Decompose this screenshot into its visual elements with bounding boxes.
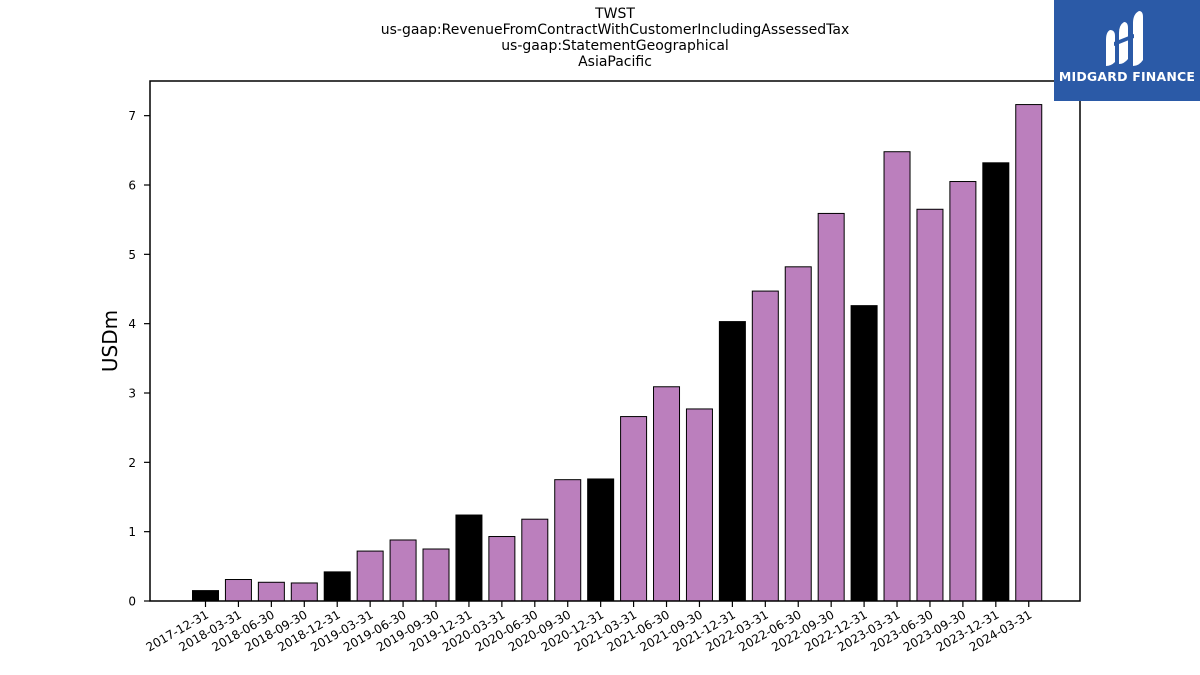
bar-2021-12-31 — [718, 321, 746, 602]
bar-2023-12-31 — [982, 162, 1010, 602]
bar-2022-06-30 — [784, 266, 812, 602]
bar-2020-06-30 — [521, 518, 549, 602]
bar-2019-09-30 — [422, 548, 450, 602]
bar-2019-06-30 — [389, 539, 417, 602]
bar-2023-03-31 — [883, 151, 911, 602]
bar-2023-06-30 — [916, 208, 944, 602]
bars-group — [192, 104, 1043, 602]
bar-2024-03-31 — [1015, 104, 1043, 602]
brand-logo: MIDGARD FINANCE — [1054, 0, 1200, 101]
bar-2021-03-31 — [620, 416, 648, 602]
bar-2018-09-30 — [290, 582, 318, 602]
bar-2021-06-30 — [653, 386, 681, 602]
y-tick-label: 7 — [128, 109, 136, 123]
bar-2019-12-31 — [455, 514, 483, 602]
bar-2018-06-30 — [257, 581, 285, 602]
logo-text: MIDGARD FINANCE — [1058, 69, 1196, 84]
bar-2020-03-31 — [488, 536, 516, 602]
x-axis: 2017-12-312018-03-312018-06-302018-09-30… — [144, 601, 1034, 654]
y-axis: 0 1 2 3 4 5 6 7 — [128, 109, 150, 609]
bar-2020-09-30 — [554, 479, 582, 602]
y-axis-label: USDm — [98, 310, 122, 372]
chart-title-concept: us-gaap:RevenueFromContractWithCustomerI… — [380, 22, 850, 38]
bar-2020-12-31 — [587, 478, 615, 602]
y-tick-label: 6 — [128, 179, 136, 193]
bar-2018-12-31 — [323, 571, 351, 602]
logo-mark-icon — [1106, 11, 1143, 66]
chart-title-axis: us-gaap:StatementGeographical — [501, 38, 729, 54]
y-tick-label: 2 — [128, 456, 136, 470]
bar-2018-03-31 — [224, 579, 252, 602]
y-tick-label: 3 — [128, 387, 136, 401]
bar-2019-03-31 — [356, 550, 384, 602]
bar-2022-09-30 — [817, 212, 845, 602]
y-tick-label: 4 — [128, 317, 136, 331]
bar-2022-12-31 — [850, 305, 878, 602]
chart-title-ticker: TWST — [595, 6, 635, 22]
plot-frame — [149, 80, 1081, 602]
bar-2017-12-31 — [192, 590, 219, 602]
y-tick-label: 0 — [128, 595, 136, 609]
y-tick-label: 5 — [128, 248, 136, 262]
bar-2022-03-31 — [751, 290, 779, 602]
bar-2021-09-30 — [685, 408, 713, 602]
chart-title: TWST us-gaap:RevenueFromContractWithCust… — [0, 6, 1200, 70]
chart-title-member: AsiaPacific — [578, 54, 652, 70]
y-tick-label: 1 — [128, 525, 136, 539]
bar-2023-09-30 — [949, 181, 977, 602]
